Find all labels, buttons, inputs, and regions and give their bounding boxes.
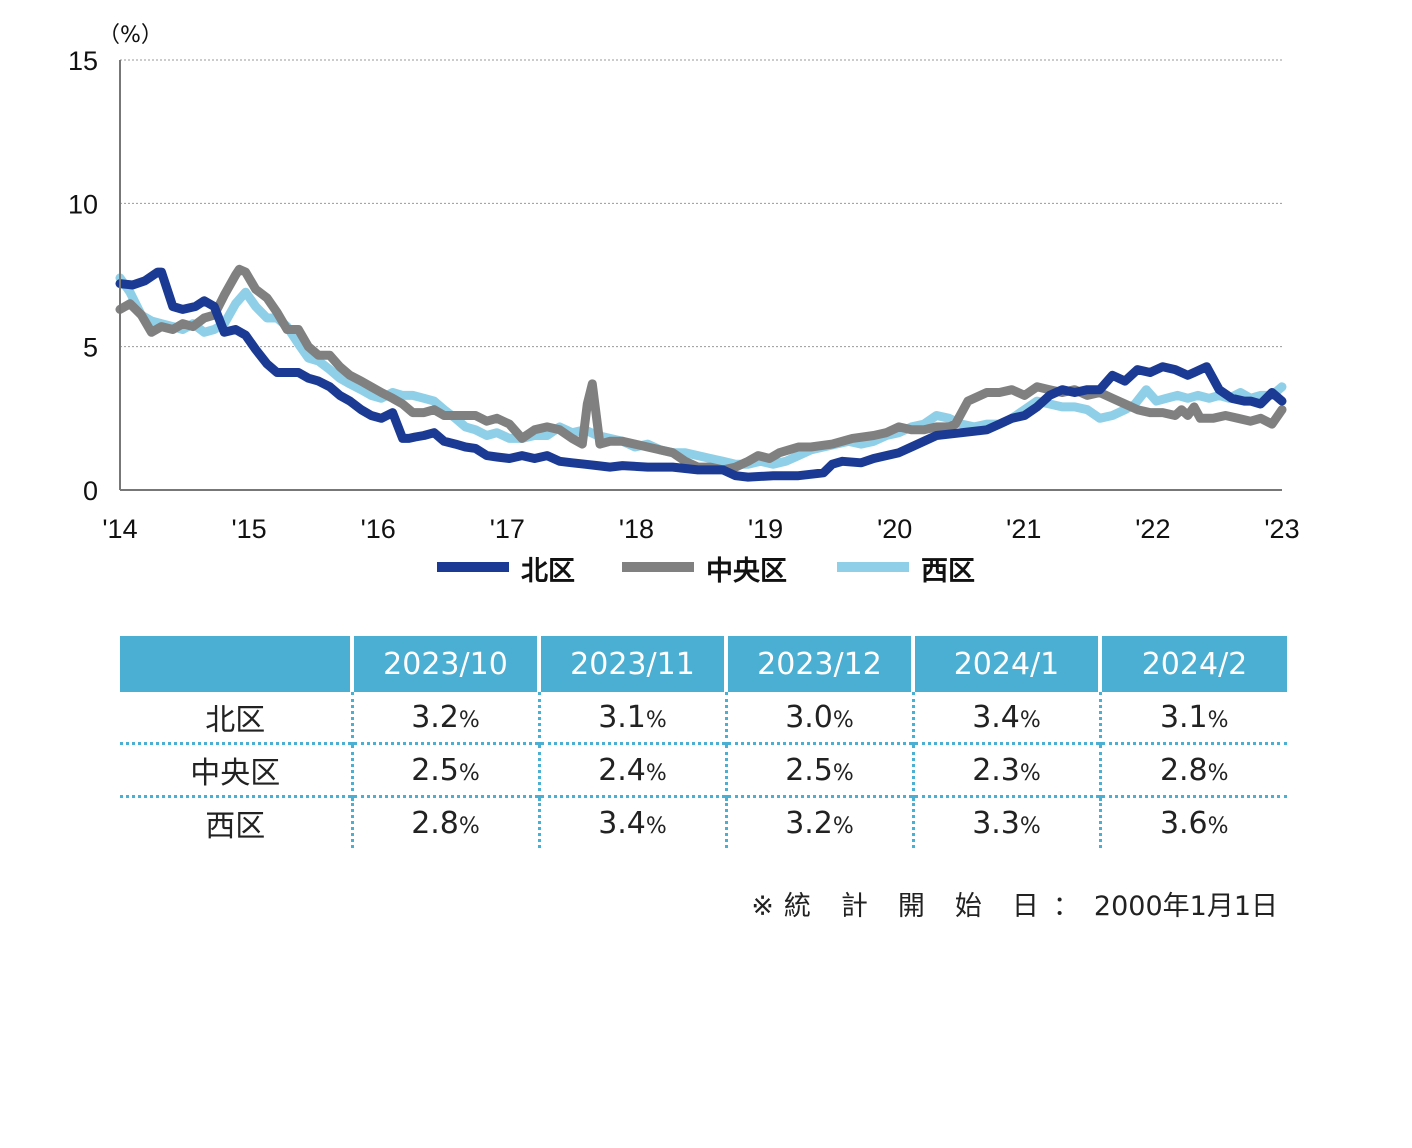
x-tick-label: '22 (1135, 514, 1170, 544)
vacancy-rate-line-chart: （%） 0 5 10 15 '14 '15 '16 '17 '18 '19 '20 '21 '22 '2… (68, 23, 1300, 587)
x-tick-label: '17 (490, 514, 525, 544)
table-cell: 2.5% (724, 742, 913, 797)
y-tick-label: 10 (68, 189, 98, 219)
table-header-corner (120, 636, 352, 692)
x-tick-label: '20 (877, 514, 912, 544)
row-label-chuo: 中央区 (120, 742, 352, 797)
x-tick-label: '18 (619, 514, 654, 544)
table-row: 北区 3.2% 3.1% 3.0% 3.4% 3.1% (120, 692, 1287, 744)
x-tick-label: '21 (1006, 514, 1041, 544)
y-tick-label: 15 (68, 46, 98, 76)
table-cell: 2.5% (350, 742, 539, 797)
x-axis-tick-labels: '14 '15 '16 '17 '18 '19 '20 '21 '22 '23 (102, 514, 1299, 544)
table-cell: 2.8% (350, 795, 539, 848)
table-header-month: 2023/10 (350, 636, 539, 692)
table-cell: 3.4% (537, 795, 726, 848)
row-label-nishi: 西区 (120, 795, 352, 848)
table-header-month: 2024/1 (911, 636, 1100, 692)
y-axis-tick-labels: 0 5 10 15 (68, 46, 98, 506)
legend-label: 西区 (921, 556, 975, 587)
axes (119, 60, 1282, 491)
table-cell: 3.6% (1098, 795, 1287, 848)
table-cell: 3.2% (350, 692, 539, 744)
table-header-month: 2023/11 (537, 636, 726, 692)
y-axis-unit-label: （%） (98, 23, 163, 48)
table-cell: 3.3% (911, 795, 1100, 848)
x-tick-label: '14 (102, 514, 137, 544)
x-tick-label: '16 (361, 514, 396, 544)
y-tick-label: 5 (83, 333, 98, 363)
table-cell: 3.1% (1098, 692, 1287, 744)
table-row: 西区 2.8% 3.4% 3.2% 3.3% 3.6% (120, 795, 1287, 848)
x-tick-label: '23 (1264, 514, 1299, 544)
x-tick-label: '15 (232, 514, 267, 544)
table-header-row: 2023/10 2023/11 2023/12 2024/1 2024/2 (120, 636, 1287, 692)
footnote-separator: ： (1052, 891, 1080, 922)
gridlines (120, 59, 1282, 348)
series-line-1 (115, 267, 1287, 482)
footnote-value: 2000年1月1日 (1093, 891, 1278, 922)
table-cell: 3.4% (911, 692, 1100, 744)
table-cell: 3.0% (724, 692, 913, 744)
row-label-kita: 北区 (205, 703, 266, 738)
table-cell: 3.1% (537, 692, 726, 744)
table-header-month: 2023/12 (724, 636, 913, 692)
legend-label: 北区 (521, 556, 575, 587)
legend: 北区 中央区 西区 (437, 556, 975, 587)
footnote: ※ 統計開始日： 2000年1月1日 (751, 884, 1278, 923)
footnote-label: 統計開始日 (783, 891, 1069, 922)
y-tick-label: 0 (83, 476, 98, 506)
table-row: 中央区 2.5% 2.4% 2.5% 2.3% 2.8% (120, 742, 1287, 797)
legend-label: 中央区 (706, 556, 787, 587)
table-cell: 3.2% (724, 795, 913, 848)
table-header-month: 2024/2 (1098, 636, 1287, 692)
vacancy-rate-table: 2023/10 2023/11 2023/12 2024/1 2024/2 北区… (120, 636, 1287, 848)
x-tick-label: '19 (748, 514, 783, 544)
footnote-mark: ※ (751, 891, 774, 922)
data-series (115, 264, 1287, 482)
table-cell: 2.4% (537, 742, 726, 797)
table-cell: 2.8% (1098, 742, 1287, 797)
table-cell: 2.3% (911, 742, 1100, 797)
